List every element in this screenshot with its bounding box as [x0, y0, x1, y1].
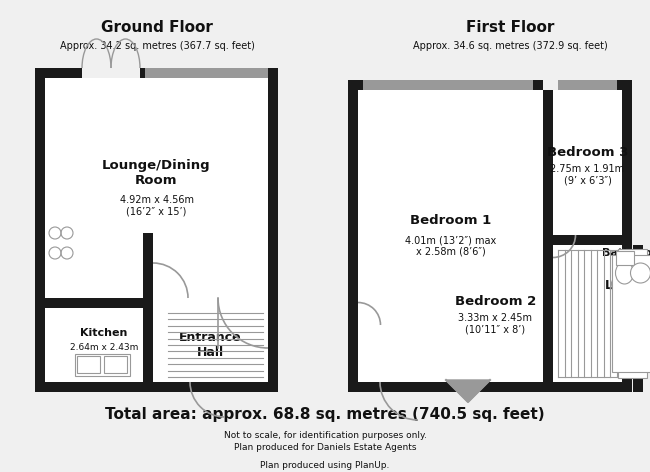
Bar	[366, 82, 530, 88]
Bar	[145, 68, 268, 78]
Bar	[148, 70, 265, 76]
Bar	[143, 233, 153, 298]
Bar	[461, 382, 632, 392]
Bar	[140, 68, 278, 78]
Text: Not to scale, for identification purposes only.: Not to scale, for identification purpose…	[224, 430, 426, 439]
Text: Ground Floor: Ground Floor	[101, 20, 213, 35]
Text: 3.33m x 2.45m
(10’11″ x 8’): 3.33m x 2.45m (10’11″ x 8’)	[458, 312, 532, 334]
Text: Landing: Landing	[604, 278, 650, 292]
Text: Bedroom 2: Bedroom 2	[455, 295, 536, 308]
Bar	[45, 298, 143, 308]
Bar	[45, 78, 268, 382]
Bar	[616, 251, 634, 265]
Text: 2.75m x 1.91m
(9’ x 6’3″): 2.75m x 1.91m (9’ x 6’3″)	[551, 164, 625, 185]
Bar	[35, 68, 82, 78]
Bar	[35, 382, 180, 392]
Text: Total area: approx. 68.8 sq. metres (740.5 sq. feet): Total area: approx. 68.8 sq. metres (740…	[105, 407, 545, 422]
Bar	[348, 382, 632, 392]
Text: Approx. 34.6 sq. metres (372.9 sq. feet): Approx. 34.6 sq. metres (372.9 sq. feet)	[413, 41, 607, 51]
Bar	[104, 356, 127, 373]
Bar	[75, 354, 130, 376]
Bar	[348, 80, 358, 392]
Text: Kitchen: Kitchen	[81, 328, 127, 338]
Bar	[143, 298, 153, 382]
Text: Approx. 34.2 sq. metres (367.7 sq. feet): Approx. 34.2 sq. metres (367.7 sq. feet)	[60, 41, 254, 51]
Ellipse shape	[616, 262, 634, 284]
Text: Bathroom: Bathroom	[602, 248, 650, 258]
Bar	[348, 382, 423, 392]
Polygon shape	[446, 380, 490, 402]
Text: Plan produced for Daniels Estate Agents: Plan produced for Daniels Estate Agents	[234, 444, 416, 453]
Bar	[35, 382, 278, 392]
Bar	[348, 80, 363, 90]
Text: Entrance
Hall: Entrance Hall	[179, 331, 242, 359]
Circle shape	[630, 263, 650, 283]
Text: Bedroom 1: Bedroom 1	[410, 214, 491, 228]
Bar	[533, 80, 543, 90]
Text: Plan produced using PlanUp.: Plan produced using PlanUp.	[260, 461, 390, 470]
Text: First Floor: First Floor	[466, 20, 554, 35]
Bar	[348, 382, 632, 392]
Bar	[633, 245, 643, 392]
Bar	[225, 382, 278, 392]
Bar	[558, 80, 617, 90]
Bar	[618, 249, 647, 378]
Text: 4.01m (13’2″) max
x 2.58m (8’6″): 4.01m (13’2″) max x 2.58m (8’6″)	[405, 235, 496, 257]
Bar	[268, 68, 278, 392]
Bar	[553, 235, 632, 245]
Bar	[561, 82, 614, 88]
Bar	[363, 80, 533, 90]
Bar	[35, 68, 45, 392]
Bar	[612, 255, 650, 372]
Bar	[622, 80, 632, 392]
Text: 4.92m x 4.56m
(16’2″ x 15’): 4.92m x 4.56m (16’2″ x 15’)	[120, 195, 194, 217]
Text: Lounge/Dining
Room: Lounge/Dining Room	[102, 159, 211, 187]
Text: 2.64m x 2.43m
(8’8″ x 8’): 2.64m x 2.43m (8’8″ x 8’)	[70, 343, 138, 362]
Bar	[543, 90, 553, 392]
Bar	[77, 356, 100, 373]
Bar	[45, 298, 143, 308]
Bar	[617, 80, 622, 90]
Text: Bedroom 3: Bedroom 3	[547, 146, 628, 159]
Bar	[358, 90, 622, 382]
